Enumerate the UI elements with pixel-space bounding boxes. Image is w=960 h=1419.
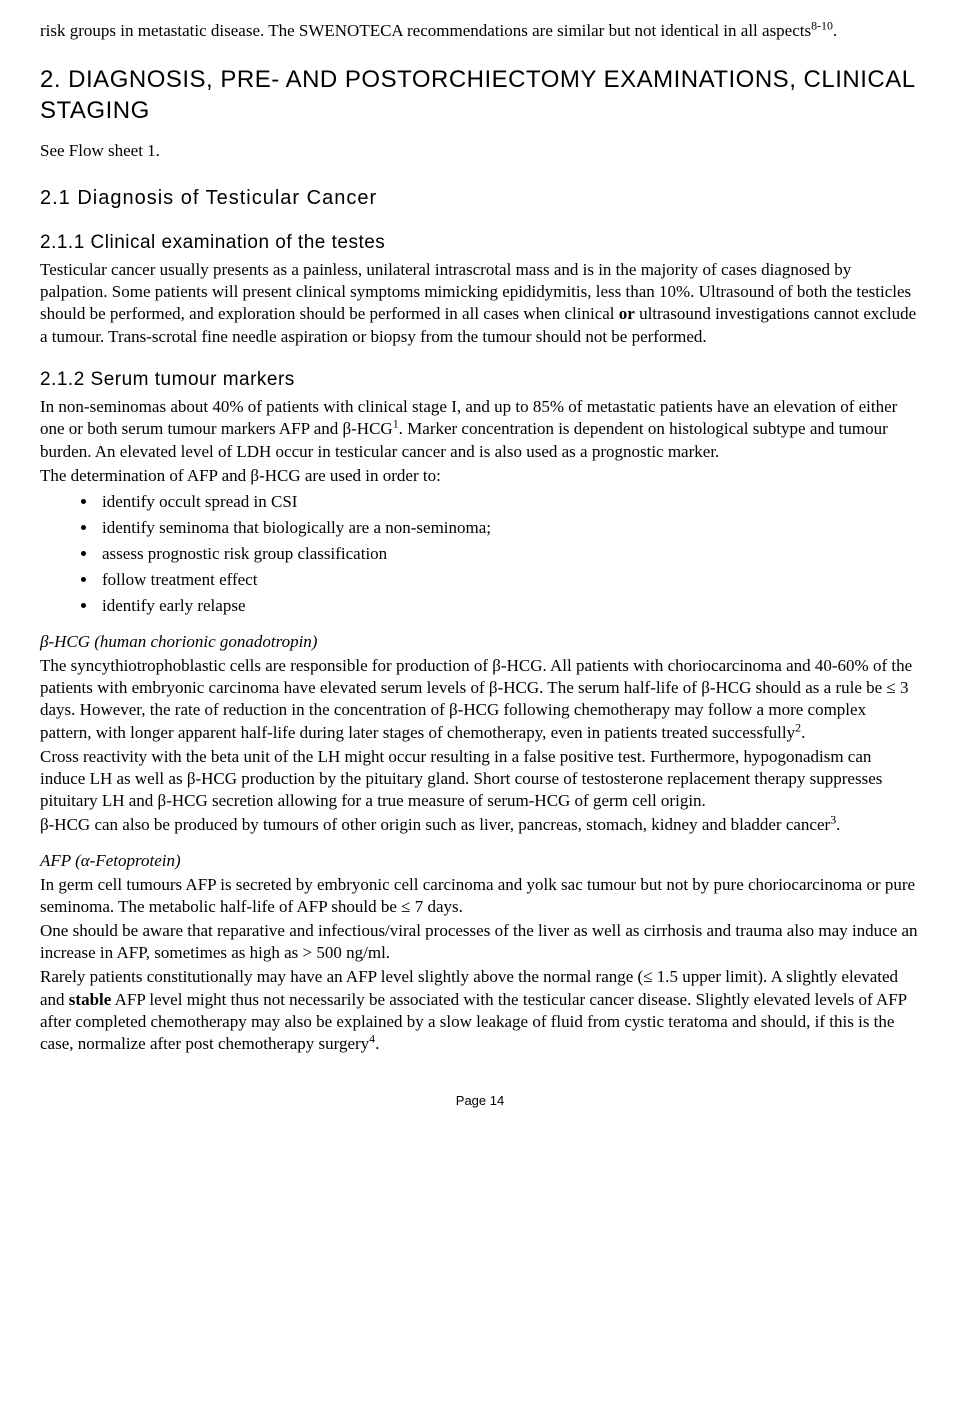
hcg-p1b: . (801, 723, 805, 742)
para-212-intro: In non-seminomas about 40% of patients w… (40, 396, 920, 462)
list-item: follow treatment effect (98, 569, 920, 591)
hcg-p1: The syncythiotrophoblastic cells are res… (40, 655, 920, 743)
afp-title: AFP (α-Fetoprotein) (40, 850, 920, 872)
list-item: assess prognostic risk group classificat… (98, 543, 920, 565)
list-item: identify early relapse (98, 595, 920, 617)
intro-period: . (833, 21, 837, 40)
para-212-lead: The determination of AFP and β-HCG are u… (40, 465, 920, 487)
hcg-title: β-HCG (human chorionic gonadotropin) (40, 631, 920, 653)
page-footer: Page 14 (40, 1093, 920, 1110)
heading-2-1: 2.1 Diagnosis of Testicular Cancer (40, 185, 920, 211)
hcg-p2: Cross reactivity with the beta unit of t… (40, 746, 920, 812)
hcg-p3a: β-HCG can also be produced by tumours of… (40, 815, 830, 834)
afp-p2: One should be aware that reparative and … (40, 920, 920, 964)
heading-2-1-1: 2.1.1 Clinical examination of the testes (40, 231, 920, 256)
afp-p3c: . (375, 1034, 379, 1053)
intro-sup: 8-10 (811, 18, 833, 32)
intro-fragment: risk groups in metastatic disease. The S… (40, 20, 920, 42)
afp-p3: Rarely patients constitutionally may hav… (40, 966, 920, 1054)
marker-list: identify occult spread in CSI identify s… (40, 491, 920, 617)
afp-p3b: AFP level might thus not necessarily be … (40, 990, 907, 1053)
afp-p1: In germ cell tumours AFP is secreted by … (40, 874, 920, 918)
see-flow: See Flow sheet 1. (40, 140, 920, 162)
hcg-p3b: . (836, 815, 840, 834)
hcg-p1a: The syncythiotrophoblastic cells are res… (40, 656, 912, 741)
intro-text: risk groups in metastatic disease. The S… (40, 21, 811, 40)
list-item: identify seminoma that biologically are … (98, 517, 920, 539)
hcg-p3: β-HCG can also be produced by tumours of… (40, 814, 920, 836)
p211-bold: or (619, 304, 635, 323)
list-item: identify occult spread in CSI (98, 491, 920, 513)
heading-2-1-2: 2.1.2 Serum tumour markers (40, 368, 920, 393)
heading-main: 2. DIAGNOSIS, PRE- AND POSTORCHIECTOMY E… (40, 64, 920, 126)
para-211: Testicular cancer usually presents as a … (40, 259, 920, 347)
afp-p3-bold: stable (69, 990, 112, 1009)
